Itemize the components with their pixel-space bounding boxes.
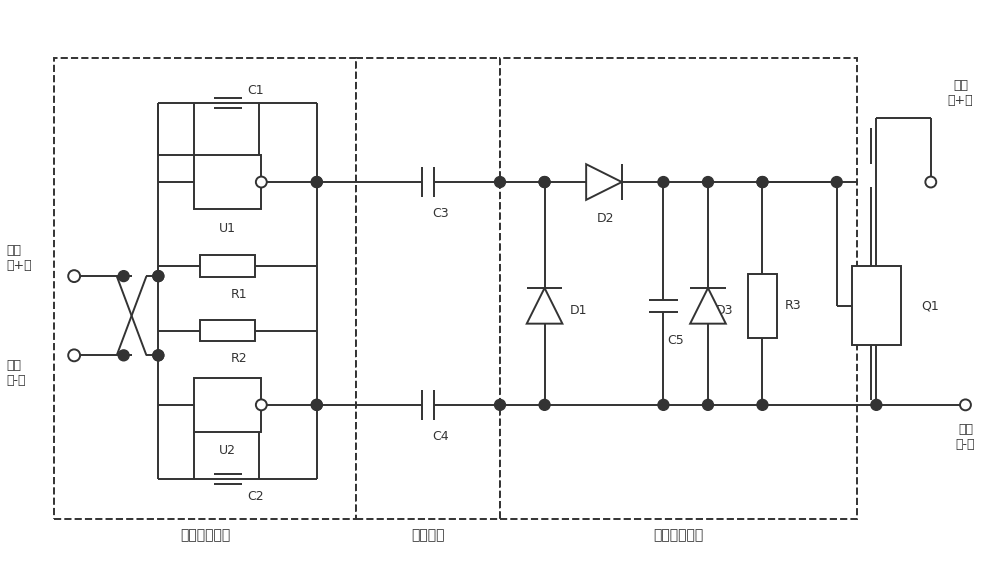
Bar <box>852 266 901 346</box>
Circle shape <box>539 177 550 187</box>
Text: 输出
（-）: 输出 （-） <box>956 423 975 450</box>
Text: 1: 1 <box>223 393 232 407</box>
Text: R2: R2 <box>231 353 247 365</box>
Circle shape <box>495 399 505 410</box>
Circle shape <box>539 399 550 410</box>
Circle shape <box>311 177 322 187</box>
Polygon shape <box>527 288 562 324</box>
Circle shape <box>153 350 164 361</box>
Text: D2: D2 <box>597 212 615 225</box>
Text: R1: R1 <box>231 288 247 301</box>
Circle shape <box>118 350 129 361</box>
Circle shape <box>153 350 164 361</box>
Circle shape <box>153 271 164 282</box>
Bar <box>194 155 261 209</box>
Circle shape <box>871 399 882 410</box>
Text: 倍压整流电路: 倍压整流电路 <box>653 529 703 543</box>
Bar <box>748 274 777 338</box>
Circle shape <box>539 177 550 187</box>
Text: 1: 1 <box>223 170 232 184</box>
Text: C2: C2 <box>247 491 264 503</box>
Text: C4: C4 <box>433 430 449 443</box>
Text: 隔离电容: 隔离电容 <box>411 529 445 543</box>
Bar <box>500 58 857 519</box>
Bar <box>200 255 255 277</box>
Bar <box>194 378 261 432</box>
Circle shape <box>118 271 129 282</box>
Text: D1: D1 <box>569 304 587 317</box>
Polygon shape <box>586 164 622 200</box>
Text: D3: D3 <box>716 304 733 317</box>
Circle shape <box>757 177 768 187</box>
Circle shape <box>68 350 80 361</box>
Circle shape <box>757 177 768 187</box>
Bar <box>54 58 356 519</box>
Text: R3: R3 <box>785 300 802 312</box>
Circle shape <box>925 177 936 187</box>
Circle shape <box>703 177 713 187</box>
Circle shape <box>153 271 164 282</box>
Text: U1: U1 <box>219 222 236 234</box>
Circle shape <box>311 399 322 410</box>
Text: C3: C3 <box>433 207 449 220</box>
Text: C5: C5 <box>667 334 684 347</box>
Text: 输出
（+）: 输出 （+） <box>948 79 973 107</box>
Circle shape <box>495 177 505 187</box>
Circle shape <box>658 177 669 187</box>
Text: Q1: Q1 <box>921 300 939 312</box>
Bar <box>200 320 255 342</box>
Bar <box>356 58 500 519</box>
Circle shape <box>256 177 267 187</box>
Text: 多谐振荡电路: 多谐振荡电路 <box>180 529 230 543</box>
Text: 输入
（-）: 输入 （-） <box>7 359 26 387</box>
Circle shape <box>68 270 80 282</box>
Text: U2: U2 <box>219 445 236 457</box>
Circle shape <box>311 177 322 187</box>
Circle shape <box>831 177 842 187</box>
Circle shape <box>658 399 669 410</box>
Circle shape <box>757 399 768 410</box>
Circle shape <box>960 399 971 410</box>
Text: C1: C1 <box>247 85 264 97</box>
Polygon shape <box>690 288 726 324</box>
Circle shape <box>311 399 322 410</box>
Circle shape <box>703 399 713 410</box>
Text: 输入
（+）: 输入 （+） <box>7 244 32 272</box>
Circle shape <box>256 399 267 410</box>
